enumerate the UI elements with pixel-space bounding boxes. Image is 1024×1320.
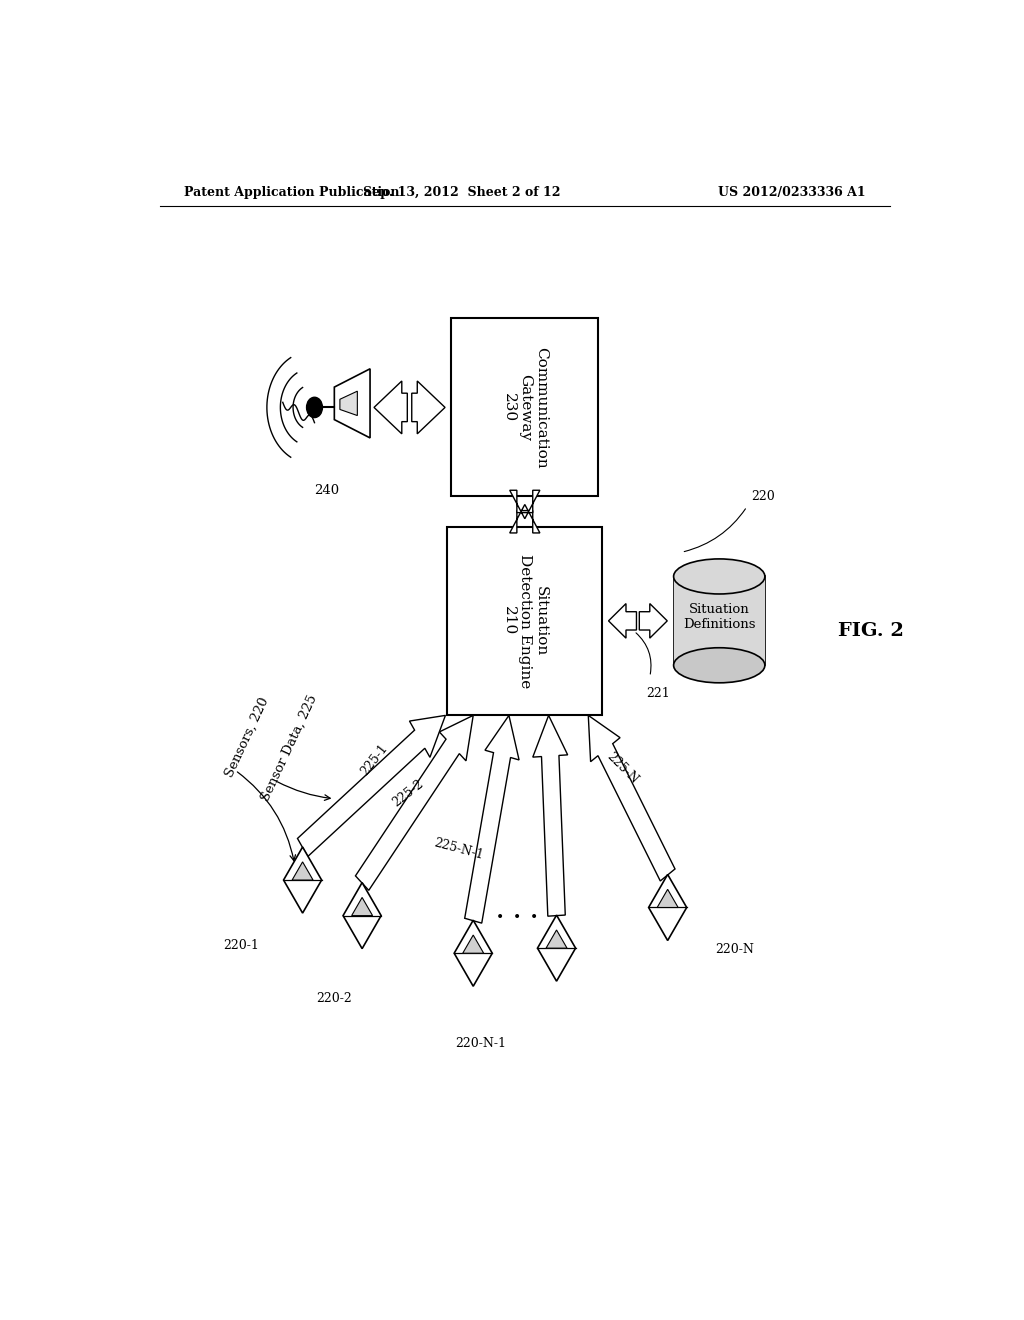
Polygon shape: [546, 931, 567, 948]
Circle shape: [306, 397, 323, 417]
Polygon shape: [340, 391, 357, 416]
Polygon shape: [334, 368, 370, 438]
Text: Situation
Detection Engine
210: Situation Detection Engine 210: [502, 553, 548, 688]
Polygon shape: [298, 715, 445, 857]
Text: 225-1: 225-1: [358, 742, 390, 779]
Bar: [447, 527, 602, 715]
Polygon shape: [639, 603, 668, 638]
Polygon shape: [510, 490, 540, 519]
Text: •  •  •: • • •: [496, 911, 538, 924]
Text: 220-2: 220-2: [316, 991, 352, 1005]
Polygon shape: [351, 898, 373, 916]
Polygon shape: [412, 381, 445, 434]
Polygon shape: [343, 883, 381, 949]
Text: 220: 220: [751, 491, 775, 503]
Text: 220-1: 220-1: [223, 939, 259, 952]
Polygon shape: [292, 862, 313, 880]
Text: Patent Application Publication: Patent Application Publication: [183, 186, 399, 199]
Polygon shape: [463, 935, 483, 953]
Polygon shape: [532, 715, 567, 916]
Polygon shape: [455, 920, 493, 986]
Text: 225-N: 225-N: [604, 750, 641, 787]
Text: Situation
Definitions: Situation Definitions: [683, 603, 756, 631]
Polygon shape: [648, 874, 687, 941]
Polygon shape: [284, 847, 322, 913]
Text: 220-N-1: 220-N-1: [456, 1036, 507, 1049]
Text: Sensor Data, 225: Sensor Data, 225: [259, 693, 319, 804]
Text: Sep. 13, 2012  Sheet 2 of 12: Sep. 13, 2012 Sheet 2 of 12: [362, 186, 560, 199]
Polygon shape: [538, 915, 575, 981]
Text: 240: 240: [313, 483, 339, 496]
Text: 221: 221: [646, 686, 670, 700]
Ellipse shape: [674, 648, 765, 682]
Text: 220-N: 220-N: [715, 942, 754, 956]
Text: FIG. 2: FIG. 2: [839, 622, 904, 640]
Polygon shape: [657, 890, 678, 907]
Polygon shape: [510, 504, 540, 533]
Polygon shape: [465, 715, 519, 923]
Ellipse shape: [674, 558, 765, 594]
Text: Communication
Gateway
230: Communication Gateway 230: [502, 347, 548, 469]
Polygon shape: [374, 381, 408, 434]
Text: Sensors, 220: Sensors, 220: [223, 696, 271, 780]
Text: US 2012/0233336 A1: US 2012/0233336 A1: [719, 186, 866, 199]
Polygon shape: [355, 715, 473, 890]
Text: 225-N-1: 225-N-1: [432, 837, 485, 862]
Polygon shape: [608, 603, 637, 638]
Bar: [452, 318, 598, 496]
Bar: [674, 577, 765, 665]
Text: 225-2: 225-2: [390, 777, 426, 809]
Polygon shape: [588, 715, 675, 880]
